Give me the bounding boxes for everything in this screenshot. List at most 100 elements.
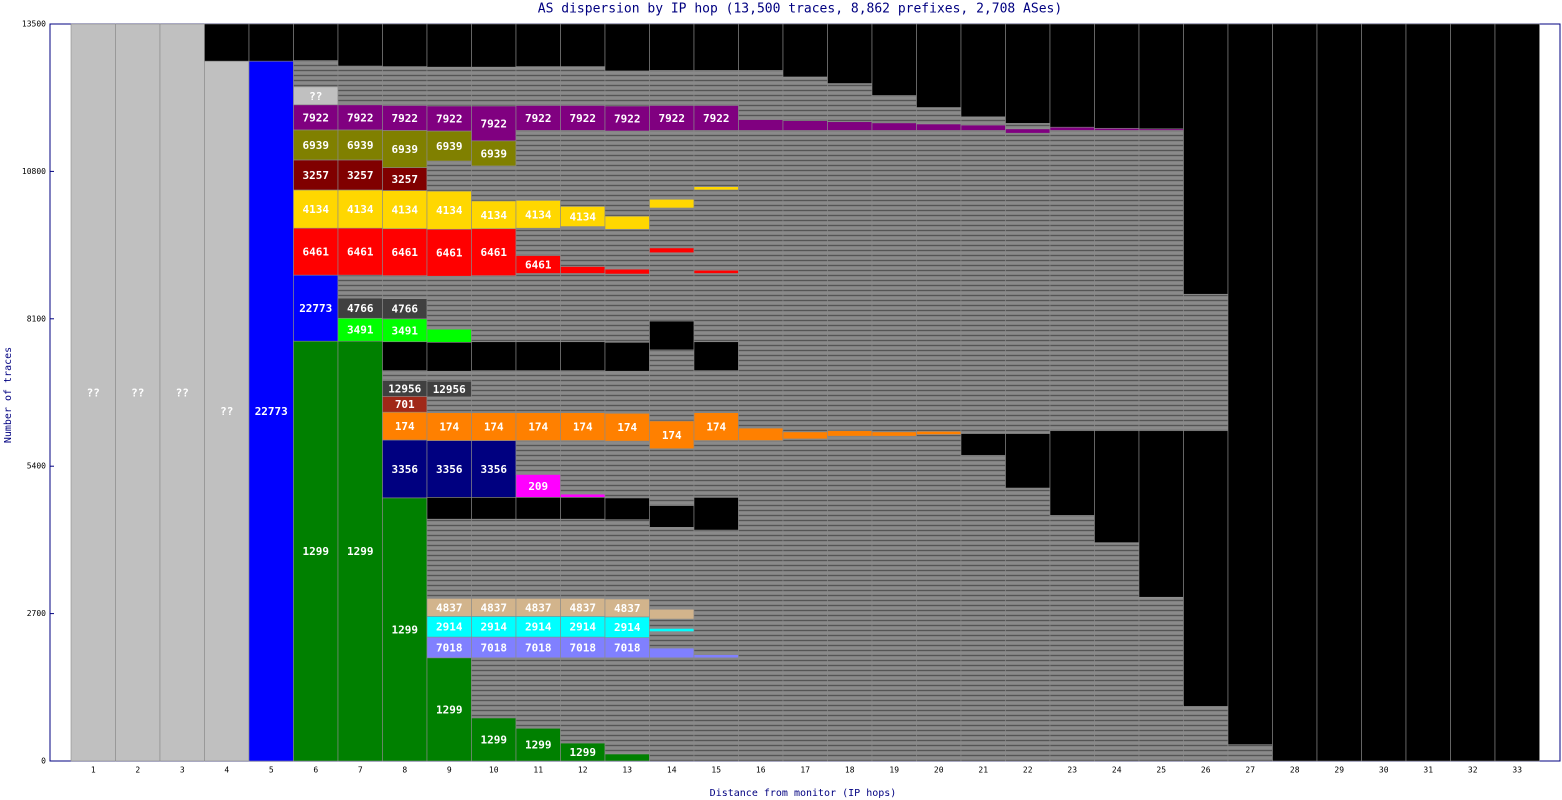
segment-label: 22773 — [255, 405, 288, 418]
segment — [649, 23, 695, 71]
segment — [426, 370, 472, 382]
segment — [693, 189, 739, 271]
x-tick-label: 13 — [622, 766, 632, 775]
segment — [604, 412, 650, 442]
x-tick-label: 29 — [1334, 766, 1344, 775]
x-tick-label: 32 — [1468, 766, 1478, 775]
segment — [738, 119, 784, 131]
segment — [471, 370, 517, 413]
segment — [871, 23, 917, 96]
segment — [1094, 542, 1140, 762]
x-tick-label: 18 — [845, 766, 855, 775]
x-tick-label: 7 — [358, 766, 363, 775]
segment-label: 6939 — [481, 147, 508, 160]
segment — [604, 753, 650, 762]
segment — [515, 130, 561, 201]
segment-label: 4134 — [347, 203, 374, 216]
segment-label: 2914 — [614, 621, 641, 634]
segment-label: 4766 — [347, 302, 374, 315]
x-tick-label: 2 — [135, 766, 140, 775]
segment — [1005, 128, 1051, 134]
x-tick-label: 21 — [978, 766, 988, 775]
x-tick-label: 3 — [180, 766, 185, 775]
segment — [515, 440, 561, 475]
segment — [782, 431, 828, 440]
segment — [1494, 23, 1540, 762]
segment — [471, 105, 517, 142]
segment-label: 3356 — [436, 463, 463, 476]
segment-label: 1299 — [525, 739, 552, 752]
segment-label: 22773 — [299, 302, 332, 315]
segment — [1183, 23, 1229, 295]
segment-label: 3257 — [392, 173, 419, 186]
y-tick-label: 8100 — [27, 314, 46, 323]
segment — [1005, 132, 1051, 434]
segment — [382, 411, 428, 441]
segment-label: 7922 — [659, 112, 686, 125]
segment — [604, 341, 650, 372]
segment — [382, 439, 428, 499]
segment-label: 209 — [528, 480, 548, 493]
segment — [248, 23, 294, 62]
segment-label: 174 — [662, 429, 682, 442]
segment-label: 7922 — [481, 117, 508, 130]
segment-label: 3257 — [303, 169, 330, 182]
segment — [649, 657, 695, 762]
segment — [649, 70, 695, 106]
segment — [337, 129, 383, 161]
segment-label: 3491 — [347, 324, 374, 337]
x-tick-label: 12 — [578, 766, 588, 775]
segment — [1316, 23, 1362, 762]
segment-label: ?? — [176, 387, 189, 400]
segment — [471, 412, 517, 441]
x-tick-label: 26 — [1201, 766, 1211, 775]
segment-label: 7018 — [436, 641, 463, 654]
segment — [560, 66, 606, 106]
segment — [1094, 127, 1140, 131]
segment — [782, 438, 828, 762]
segment — [471, 717, 517, 762]
segment — [649, 628, 695, 632]
segment — [604, 228, 650, 270]
segment — [1005, 487, 1051, 762]
segment-label: ?? — [220, 405, 233, 418]
segment-label: 174 — [617, 421, 637, 434]
segment — [204, 60, 250, 762]
segment — [426, 396, 472, 413]
segment — [649, 207, 695, 249]
segment — [916, 23, 962, 108]
segment-label: 1299 — [436, 703, 463, 716]
segment-label: 4837 — [436, 601, 463, 614]
segment — [426, 657, 472, 762]
segment — [649, 618, 695, 629]
x-tick-label: 10 — [489, 766, 499, 775]
segment-label: 1299 — [347, 545, 374, 558]
segment — [471, 23, 517, 68]
segment — [471, 518, 517, 599]
segment — [649, 608, 695, 620]
segment — [649, 448, 695, 506]
segment — [1405, 23, 1451, 762]
segment — [1138, 596, 1184, 762]
segment-label: 4134 — [570, 210, 597, 223]
segment-label: 6461 — [525, 258, 552, 271]
segment-label: 6461 — [481, 246, 508, 259]
segment — [827, 23, 873, 84]
segment — [827, 121, 873, 131]
segment — [426, 190, 472, 230]
segment — [738, 23, 784, 71]
segment — [871, 95, 917, 124]
x-tick-label: 11 — [533, 766, 543, 775]
segment-label: 7018 — [481, 641, 508, 654]
segment — [649, 527, 695, 610]
segment-label: 174 — [395, 420, 415, 433]
segment — [382, 341, 428, 371]
segment — [649, 631, 695, 649]
segment — [426, 23, 472, 68]
segment-label: 7922 — [436, 112, 463, 125]
segment-label: 3356 — [481, 463, 508, 476]
x-tick-label: 8 — [402, 766, 407, 775]
segment — [1094, 430, 1140, 543]
x-tick-label: 6 — [313, 766, 318, 775]
segment-label: 6461 — [303, 246, 330, 259]
